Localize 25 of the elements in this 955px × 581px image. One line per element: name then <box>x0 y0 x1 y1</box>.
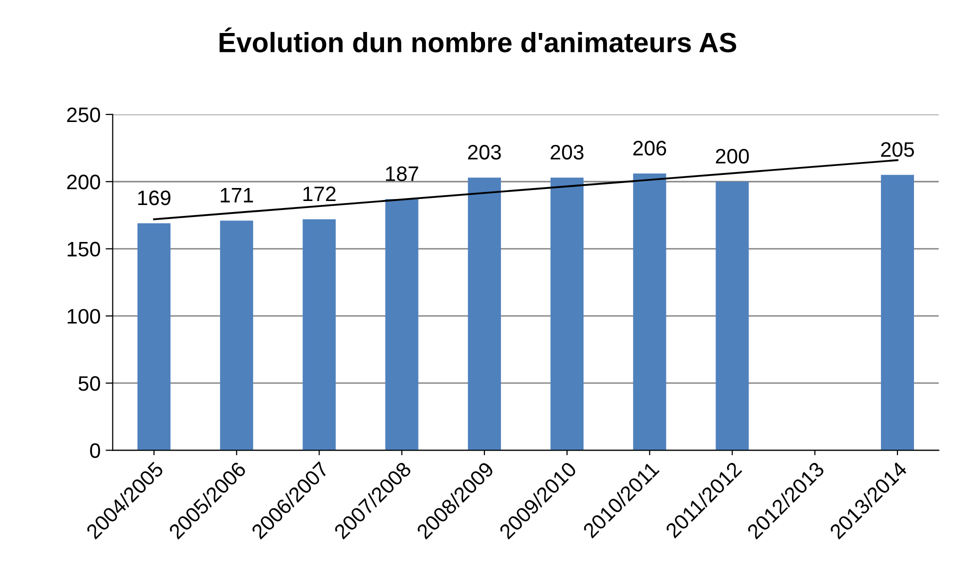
bar <box>302 219 336 450</box>
bar <box>550 178 584 450</box>
data-label: 171 <box>220 188 253 202</box>
y-tick-label: 0 <box>90 443 100 458</box>
y-tick-label: 250 <box>67 107 100 122</box>
data-label: 203 <box>468 144 501 160</box>
y-tick-label: 100 <box>68 308 100 324</box>
bar <box>137 223 171 450</box>
bar <box>220 220 254 450</box>
data-label: 169 <box>138 190 170 206</box>
bar <box>385 199 418 450</box>
bar <box>880 174 914 450</box>
bar <box>633 174 666 450</box>
data-label: 205 <box>881 142 914 157</box>
chart-title: Évolution dun nombre d'animateurs AS <box>220 27 736 52</box>
y-tick-label: 50 <box>78 376 100 391</box>
y-tick-label: 200 <box>67 174 100 190</box>
data-label: 187 <box>386 166 418 182</box>
bar <box>716 182 749 450</box>
data-label: 206 <box>633 140 666 156</box>
data-label: 172 <box>303 186 336 202</box>
data-label: 203 <box>550 144 584 160</box>
bar <box>468 178 501 450</box>
y-tick-label: 150 <box>68 242 100 257</box>
data-label: 200 <box>716 148 749 164</box>
